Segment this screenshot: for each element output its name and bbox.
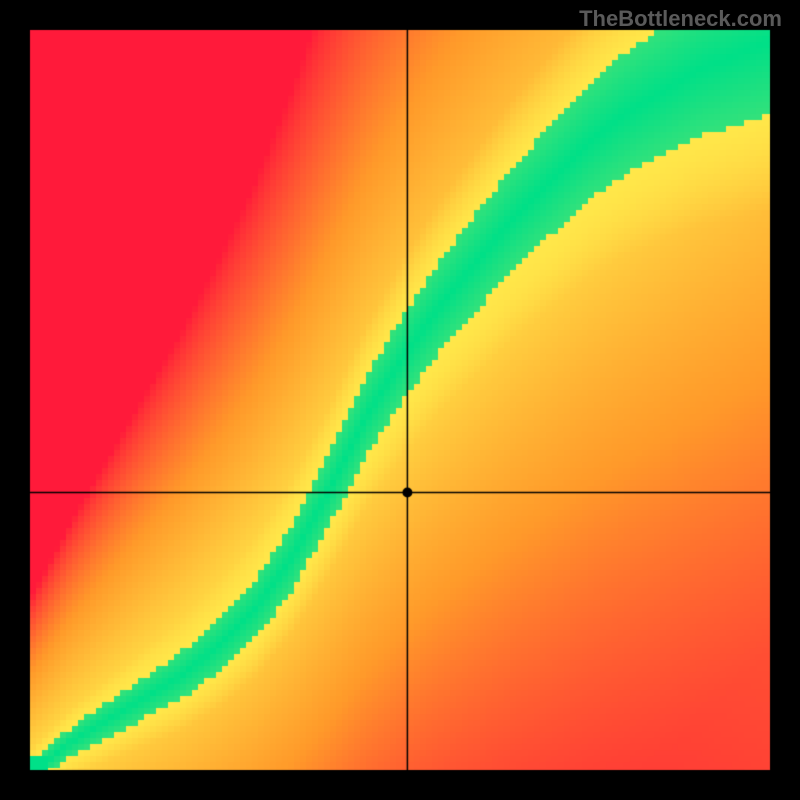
watermark-text: TheBottleneck.com xyxy=(579,6,782,32)
bottleneck-heatmap xyxy=(0,0,800,800)
chart-container: TheBottleneck.com xyxy=(0,0,800,800)
